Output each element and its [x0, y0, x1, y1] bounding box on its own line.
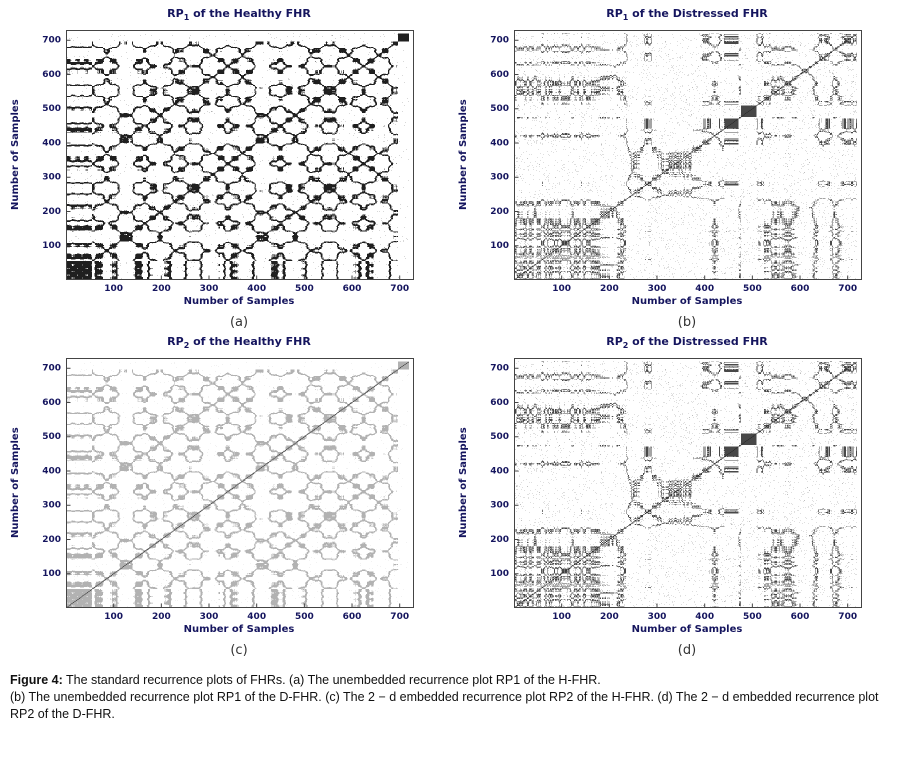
panel-letter-c: (c) [230, 643, 248, 658]
recurrence-plot-canvas-d [474, 350, 874, 650]
plot-title-c: RP2 of the Healthy FHR [167, 335, 311, 351]
recurrence-plot-canvas-a [26, 22, 426, 322]
figure-caption: Figure 4: The standard recurrence plots … [10, 672, 890, 723]
figure-panel-b: RP1 of the Distressed FHR Number of Samp… [458, 6, 890, 330]
x-axis-label-a: Number of Samples [183, 296, 295, 307]
figure-caption-label: Figure 4: [10, 673, 63, 687]
figure-panel-d: RP2 of the Distressed FHR Number of Samp… [458, 334, 890, 658]
recurrence-plot-canvas-b [474, 22, 874, 322]
y-axis-label-b: Number of Samples [458, 99, 469, 211]
panel-letter-a: (a) [229, 315, 249, 330]
panel-grid: RP1 of the Healthy FHR Number of Samples… [10, 6, 890, 662]
y-axis-label-c: Number of Samples [10, 427, 21, 539]
figure-panel-c: RP2 of the Healthy FHR Number of Samples… [10, 334, 442, 658]
figure-caption-line1: The standard recurrence plots of FHRs. (… [66, 673, 601, 687]
x-axis-label-d: Number of Samples [631, 624, 743, 635]
plot-title-d: RP2 of the Distressed FHR [606, 335, 768, 351]
plot-title-a: RP1 of the Healthy FHR [167, 7, 311, 23]
figure-caption-line2: (b) The unembedded recurrence plot RP1 o… [10, 689, 879, 721]
x-axis-label-b: Number of Samples [631, 296, 743, 307]
panel-letter-d: (d) [677, 643, 697, 658]
recurrence-plot-canvas-c [26, 350, 426, 650]
figure-panel-a: RP1 of the Healthy FHR Number of Samples… [10, 6, 442, 330]
y-axis-label-a: Number of Samples [10, 99, 21, 211]
y-axis-label-d: Number of Samples [458, 427, 469, 539]
plot-title-b: RP1 of the Distressed FHR [606, 7, 768, 23]
panel-letter-b: (b) [677, 315, 697, 330]
x-axis-label-c: Number of Samples [183, 624, 295, 635]
